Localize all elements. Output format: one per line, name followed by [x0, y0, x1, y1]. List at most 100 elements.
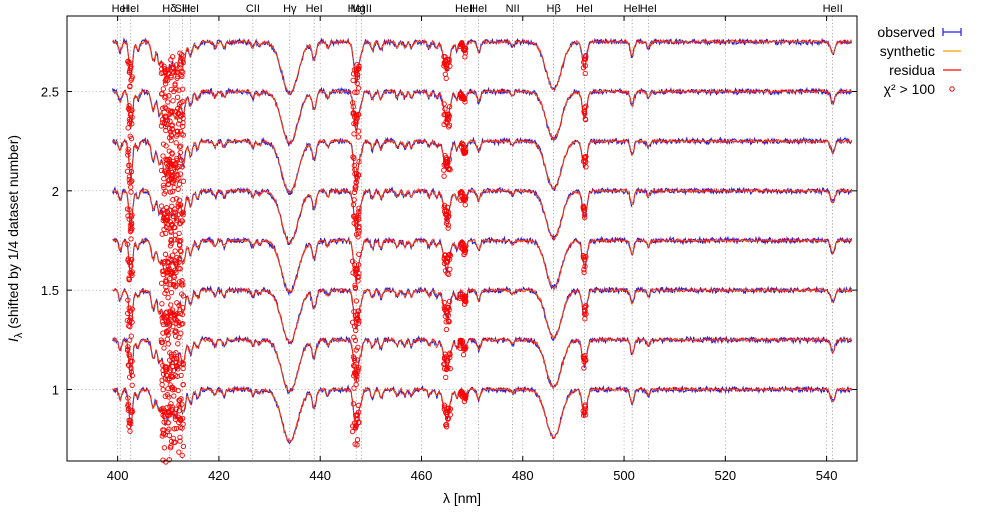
outlier-point [126, 207, 132, 213]
outlier-point [443, 356, 450, 362]
outlier-point [441, 111, 447, 118]
outlier-point [581, 410, 587, 416]
residua-trace [112, 386, 853, 444]
outlier-point [173, 196, 180, 202]
x-tick-label: 440 [309, 468, 331, 483]
outlier-point [354, 74, 361, 81]
outlier-point [163, 278, 169, 285]
outlier-point [350, 423, 356, 429]
outlier-point [126, 61, 132, 67]
outlier-point [172, 248, 178, 254]
outlier-point [160, 371, 167, 377]
line-label: HeI [640, 3, 657, 15]
outlier-point [166, 70, 172, 76]
x-tick-label: 500 [613, 468, 635, 483]
outlier-point [459, 140, 465, 146]
legend: observed synthetic residua χ² > 100 [877, 24, 962, 97]
outlier-point [125, 395, 131, 401]
outlier-point [180, 53, 186, 59]
outlier-point [128, 189, 134, 195]
outlier-point [128, 227, 134, 234]
y-axis-title-symbol: I [5, 338, 21, 342]
outlier-point [179, 68, 185, 74]
outlier-point [351, 357, 358, 364]
outlier-point [161, 407, 167, 413]
outlier-point [129, 306, 135, 312]
outlier-point [128, 333, 134, 339]
outlier-point [127, 133, 133, 139]
outlier-point [129, 319, 135, 325]
outlier-point [163, 287, 170, 294]
outlier-point [169, 175, 175, 182]
outlier-point [165, 181, 171, 187]
outlier-point [167, 243, 174, 249]
outlier-point [164, 404, 170, 411]
outlier-point [350, 110, 356, 116]
outlier-point [445, 318, 452, 324]
outlier-point [582, 63, 588, 69]
outlier-point [441, 255, 447, 261]
outlier-point [159, 339, 166, 345]
outlier-point [583, 103, 589, 109]
outlier-point [172, 81, 178, 87]
outlier-point [354, 68, 360, 74]
outlier-point [172, 414, 178, 420]
outlier-point [350, 401, 357, 407]
outlier-point [158, 91, 165, 97]
outlier-point [168, 237, 175, 243]
outlier-point [127, 69, 133, 76]
y-tick-label: 1.5 [41, 283, 59, 298]
outlier-point [160, 427, 166, 433]
outlier-point [178, 65, 184, 71]
outlier-point [180, 381, 186, 388]
outlier-point [174, 75, 180, 81]
residua-trace [112, 237, 853, 294]
outlier-point [351, 197, 357, 203]
outlier-point [165, 332, 171, 338]
outlier-point [168, 240, 175, 246]
spectrum-5 [112, 136, 853, 211]
legend-swatch [949, 86, 955, 92]
outlier-point [354, 175, 360, 181]
outlier-point [441, 366, 448, 372]
outlier-point [162, 104, 168, 110]
outlier-point [174, 254, 180, 261]
outlier-point [180, 98, 186, 105]
outlier-point [356, 251, 362, 257]
outlier-point [354, 315, 361, 321]
outlier-point [168, 302, 174, 308]
outlier-point [126, 174, 133, 180]
outlier-point [352, 337, 359, 343]
spectrum-0 [112, 384, 853, 465]
outlier-point [354, 377, 360, 383]
outlier-point [461, 301, 468, 307]
outlier-point [129, 409, 135, 415]
outlier-point [462, 293, 468, 299]
outlier-point [170, 435, 176, 441]
outlier-point [447, 167, 453, 173]
outlier-point [350, 100, 356, 106]
outlier-point [125, 344, 131, 350]
outlier-point [581, 155, 587, 161]
outlier-point [161, 120, 168, 127]
outlier-point [161, 63, 167, 69]
outlier-point [180, 443, 187, 450]
outlier-point [354, 80, 360, 87]
outlier-point [127, 428, 133, 434]
outlier-point [163, 156, 169, 162]
residua-trace [112, 187, 852, 245]
outlier-point [446, 256, 453, 262]
outlier-point [177, 50, 183, 56]
outlier-point [175, 131, 181, 138]
outlier-point [169, 387, 176, 393]
outlier-point [441, 167, 447, 173]
outlier-point [462, 202, 468, 208]
x-tick-label: 420 [208, 468, 230, 483]
outlier-point [351, 363, 358, 369]
outlier-point [352, 441, 358, 447]
outlier-point [444, 304, 450, 310]
outlier-point [160, 271, 166, 278]
outlier-point [171, 316, 178, 322]
outlier-point [169, 169, 175, 176]
